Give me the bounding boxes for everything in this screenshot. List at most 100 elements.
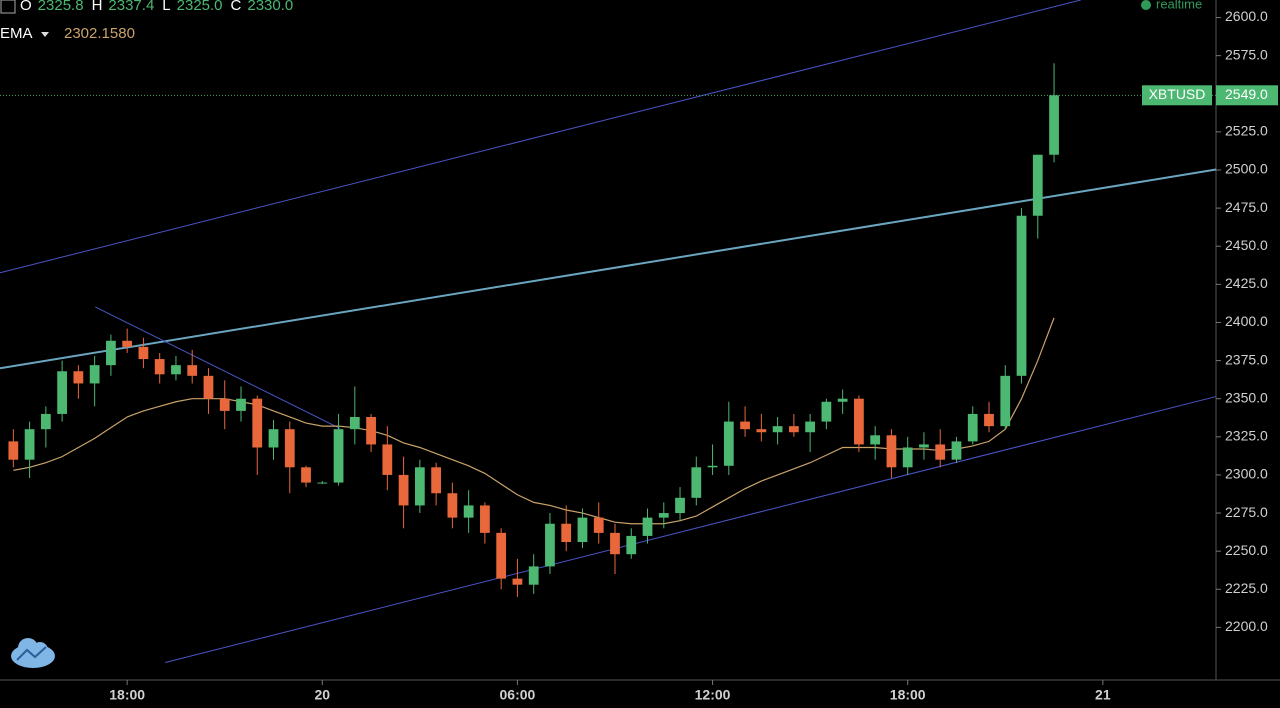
y-tick-label: 2375.0: [1225, 351, 1268, 367]
candle-body: [106, 340, 116, 366]
y-tick-label: 2425.0: [1225, 275, 1268, 291]
ohlc-value: 2337.4: [108, 0, 154, 14]
x-tick-label: 21: [1095, 687, 1111, 703]
x-tick-label: 18:00: [109, 687, 145, 703]
candle-body: [138, 346, 149, 360]
candle-body: [723, 421, 734, 466]
candle-body: [951, 441, 962, 460]
candle-body: [219, 398, 230, 411]
candle-body: [40, 413, 51, 430]
x-tick-label: 06:00: [500, 687, 536, 703]
ohlc-key: H: [92, 0, 103, 14]
ohlc-value: 2325.0: [177, 0, 223, 14]
candle-body: [57, 371, 67, 414]
y-tick-label: 2275.0: [1225, 504, 1268, 520]
symbol-tag: XBTUSD: [1149, 86, 1206, 102]
candle-body: [203, 375, 214, 399]
candle-body: [431, 467, 441, 494]
candle-body: [414, 467, 425, 506]
x-tick-label: 18:00: [890, 687, 926, 703]
candle-body: [805, 421, 816, 433]
candle-body: [577, 517, 588, 543]
candle-body: [268, 429, 279, 448]
candle-body: [301, 467, 311, 483]
candle-body: [545, 523, 555, 567]
candle-body: [349, 416, 360, 430]
y-tick-label: 2225.0: [1225, 580, 1268, 596]
y-tick-label: 2325.0: [1225, 428, 1268, 444]
candle-body: [317, 482, 328, 484]
realtime-label: realtime: [1156, 0, 1202, 11]
y-tick-label: 2200.0: [1225, 618, 1268, 634]
candle-body: [89, 365, 100, 384]
y-tick-label: 2450.0: [1225, 237, 1268, 253]
candle-body: [1000, 375, 1011, 427]
candle-body: [561, 523, 572, 543]
candle-body: [528, 566, 539, 585]
candle-body: [788, 426, 799, 433]
candle-body: [984, 413, 994, 427]
candle-body: [919, 444, 929, 448]
ema-line: [13, 317, 1055, 525]
y-tick-label: 2300.0: [1225, 466, 1268, 482]
trend-line: [95, 306, 341, 430]
candle-body: [154, 359, 165, 375]
candle-body: [642, 517, 653, 536]
candle-body: [480, 505, 490, 533]
collapse-button[interactable]: [0, 0, 16, 14]
y-tick-label: 2250.0: [1225, 542, 1268, 558]
candle-body: [1032, 154, 1043, 216]
candle-body: [756, 429, 767, 433]
candle-body: [610, 532, 620, 555]
candle-body: [740, 421, 750, 430]
ema-label[interactable]: EMA: [0, 25, 33, 42]
candle-body: [187, 365, 198, 376]
y-tick-label: 2525.0: [1225, 123, 1268, 139]
y-tick-label: 2600.0: [1225, 8, 1268, 24]
y-tick-label: 2350.0: [1225, 389, 1268, 405]
candle-body: [236, 398, 246, 411]
candle-body: [463, 505, 474, 518]
candle-body: [171, 365, 181, 375]
candle-body: [122, 340, 133, 347]
y-tick-label: 2400.0: [1225, 313, 1268, 329]
candle-body: [772, 426, 783, 433]
ema-dropdown[interactable]: [41, 32, 49, 37]
ohlc-key: L: [162, 0, 170, 14]
candle-body: [935, 444, 946, 460]
x-tick-label: 12:00: [695, 687, 731, 703]
candle-body: [675, 497, 685, 514]
candle-body: [886, 435, 897, 468]
candle-body: [73, 371, 84, 384]
candle-body: [870, 435, 881, 445]
price-tag-bg: [1216, 85, 1278, 106]
candle-body: [8, 441, 19, 460]
trend-line: [165, 396, 1217, 663]
ohlc-key: O: [20, 0, 32, 14]
ema-value: 2302.1580: [64, 25, 135, 42]
candle-body: [626, 535, 637, 555]
candle-body: [658, 513, 669, 518]
candle-body: [382, 444, 393, 475]
candle-body: [837, 398, 848, 402]
candle-body: [854, 398, 864, 445]
candle-body: [496, 532, 507, 579]
trend-line: [0, 168, 1217, 370]
price-tag: 2549.0: [1225, 86, 1268, 102]
cloud-icon[interactable]: [11, 638, 55, 668]
symbol-tag-bg: [1142, 85, 1212, 106]
ohlc-value: 2325.8: [38, 0, 84, 14]
trend-line: [0, 0, 1081, 274]
candle-body: [967, 413, 978, 442]
candle-body: [691, 467, 702, 498]
realtime-dot: [1141, 0, 1151, 10]
ohlc-key: C: [231, 0, 242, 14]
candle-body: [398, 474, 409, 506]
y-tick-label: 2475.0: [1225, 199, 1268, 215]
x-tick-label: 20: [315, 687, 331, 703]
candle-body: [284, 429, 295, 468]
candle-body: [593, 517, 604, 533]
candle-body: [333, 429, 344, 483]
